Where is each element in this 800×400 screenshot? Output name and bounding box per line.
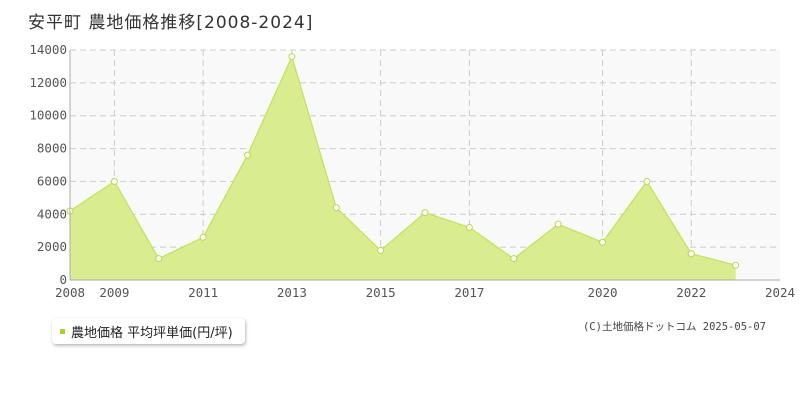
x-tick-label: 2013 — [277, 285, 307, 300]
data-point — [510, 255, 518, 263]
x-tick-label: 2011 — [188, 285, 218, 300]
data-point — [687, 250, 695, 258]
y-tick-label: 6000 — [37, 173, 67, 188]
area-series — [69, 54, 736, 281]
data-point — [732, 261, 740, 269]
data-point — [554, 220, 562, 228]
legend-label: 農地価格 平均坪単価(円/坪) — [71, 325, 233, 341]
data-point — [421, 209, 429, 217]
data-point — [288, 53, 296, 61]
data-point — [599, 238, 606, 246]
y-tick-label: 4000 — [37, 206, 67, 221]
data-point — [377, 246, 385, 254]
data-point — [332, 204, 340, 212]
data-point — [244, 151, 251, 159]
y-axis-tick-labels: 0 2000 4000 6000 8000 10000 12000 14000 — [29, 42, 67, 287]
y-tick-label: 8000 — [37, 141, 67, 156]
x-tick-label: 2015 — [366, 285, 396, 300]
area-fill — [70, 56, 736, 281]
y-tick-label: 14000 — [29, 42, 67, 57]
x-tick-label: 2022 — [676, 285, 706, 300]
data-markers — [66, 53, 740, 269]
data-point — [465, 223, 473, 231]
data-point — [110, 177, 118, 185]
legend-marker — [60, 328, 65, 334]
x-tick-label: 2017 — [454, 285, 484, 300]
data-point — [155, 255, 163, 263]
series-line — [69, 54, 736, 266]
copyright-text: (C)土地価格ドットコム 2025-05-07 — [582, 321, 766, 333]
y-tick-label: 10000 — [29, 108, 67, 123]
x-axis-tick-labels: 2008 2009 2011 2013 2015 2017 2020 2022 2024 — [55, 285, 795, 300]
chart-title: 安平町 農地価格推移[2008-2024] — [28, 13, 314, 33]
data-point — [643, 177, 651, 185]
x-tick-label: 2008 — [55, 285, 85, 300]
data-point — [199, 233, 207, 241]
x-tick-label: 2024 — [765, 285, 795, 300]
x-tick-label: 2020 — [587, 285, 617, 300]
y-tick-label: 2000 — [37, 239, 67, 254]
y-tick-label: 0 — [59, 272, 67, 287]
x-tick-label: 2009 — [99, 285, 129, 300]
legend: 農地価格 平均坪単価(円/坪) — [52, 318, 245, 344]
axes — [69, 50, 780, 281]
y-tick-label: 12000 — [29, 75, 67, 90]
